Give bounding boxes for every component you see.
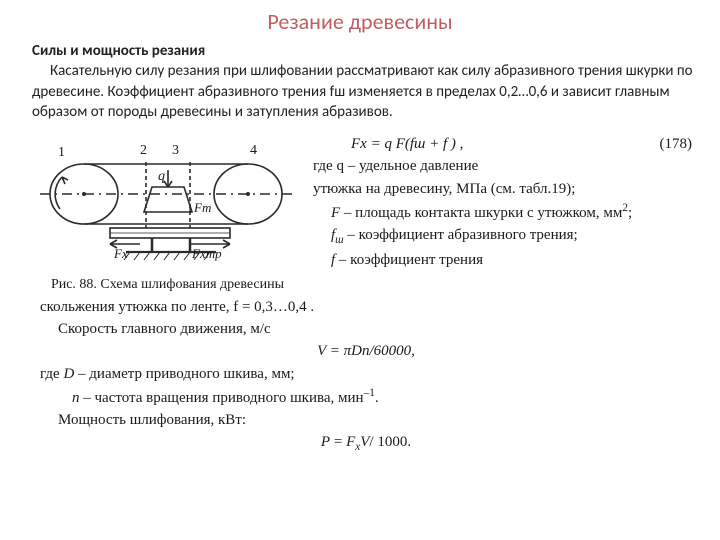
power-formula: P = FxV/ 1000. xyxy=(40,432,692,455)
diagram-label-3: 3 xyxy=(172,143,179,158)
intro-paragraph: Касательную силу резания при шлифовании … xyxy=(32,61,696,122)
diagram-column: 1 2 3 4 q Fт Fx Fхтр Рис. 88. Схема шлиф… xyxy=(40,132,295,295)
page-title: Резание древесины xyxy=(0,0,720,41)
def-q-line2: утюжка на древесину, МПа (см. табл.19); xyxy=(313,179,692,199)
def-fsh: fш – коэффициент абразивно­го трения; xyxy=(313,225,692,248)
diagram-fm: Fт xyxy=(193,200,211,215)
text-column: Fx = q F(fш + f ) , (178) где q – удельн… xyxy=(313,132,692,272)
main-content: 1 2 3 4 q Fт Fx Fхтр Рис. 88. Схема шлиф… xyxy=(40,132,692,456)
diagram-label-4: 4 xyxy=(250,143,257,158)
diagram-label-2: 2 xyxy=(140,143,147,158)
speed-formula: V = πDn/60000, xyxy=(40,341,692,361)
formula-main: Fx = q F(fш + f ) , (178) xyxy=(313,134,692,154)
diagram-label-1: 1 xyxy=(58,145,65,160)
diagram-fxmp: Fхтр xyxy=(191,246,222,261)
power-label: Мощность шлифования, кВт: xyxy=(40,410,692,430)
def-q-line1: где q – удельное давление xyxy=(313,156,692,176)
def-f: f – коэффициент трения xyxy=(313,250,692,270)
def-f-continued: скольжения утюжка по ленте, f = 0,3…0,4 … xyxy=(40,297,692,317)
def-D: где D – диаметр приводного шкива, мм; xyxy=(40,364,692,384)
speed-label: Скорость главного движения, м/с xyxy=(40,319,692,339)
diagram-fx: Fx xyxy=(113,246,128,261)
diagram-q: q xyxy=(158,169,165,184)
def-n: n – частота вращения приводного шкива, м… xyxy=(72,386,692,408)
def-F: F – площадь контакта шкур­ки с утюжком, … xyxy=(313,201,692,223)
section-heading: Силы и мощность резания xyxy=(32,41,696,61)
intro-block: Силы и мощность резания Касательную силу… xyxy=(0,41,720,122)
figure-caption: Рис. 88. Схема шлифования древесины xyxy=(40,276,295,295)
sanding-diagram: 1 2 3 4 q Fт Fx Fхтр xyxy=(40,132,295,272)
formula-number: (178) xyxy=(660,134,693,154)
